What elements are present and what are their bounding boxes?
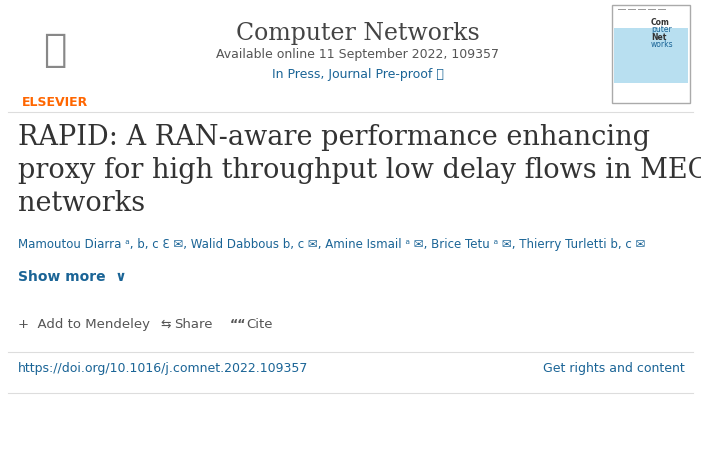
Text: Cite: Cite [246, 318, 273, 331]
Text: works: works [651, 40, 674, 49]
Bar [612, 5, 690, 103]
Text: Computer Networks: Computer Networks [236, 22, 480, 45]
Text: RAPID: A RAN-aware performance enhancing: RAPID: A RAN-aware performance enhancing [18, 124, 650, 151]
Text: ““: ““ [230, 318, 247, 331]
Text: puter: puter [651, 25, 672, 34]
Text: Com: Com [651, 18, 670, 27]
Text: networks: networks [18, 190, 145, 217]
Text: Show more  ∨: Show more ∨ [18, 270, 127, 284]
Text: +  Add to Mendeley: + Add to Mendeley [18, 318, 150, 331]
Text: Mamoutou Diarra ᵃ, b, c ℇ ✉, Walid Dabbous b, c ✉, Amine Ismail ᵃ ✉, Brice Tetu : Mamoutou Diarra ᵃ, b, c ℇ ✉, Walid Dabbo… [18, 238, 646, 251]
Text: ⇆: ⇆ [160, 318, 170, 331]
Text: Net: Net [651, 33, 667, 42]
Text: https://doi.org/10.1016/j.comnet.2022.109357: https://doi.org/10.1016/j.comnet.2022.10… [18, 362, 308, 375]
Text: Get rights and content: Get rights and content [543, 362, 685, 375]
Text: In Press, Journal Pre-proof ⓘ: In Press, Journal Pre-proof ⓘ [272, 68, 444, 81]
Text: 🌳: 🌳 [43, 31, 67, 69]
Text: Share: Share [174, 318, 212, 331]
Text: Available online 11 September 2022, 109357: Available online 11 September 2022, 1093… [217, 48, 500, 61]
Text: ELSEVIER: ELSEVIER [22, 96, 88, 109]
Bar [8, 5, 103, 88]
Text: proxy for high throughput low delay flows in MEC: proxy for high throughput low delay flow… [18, 157, 701, 184]
Bar [614, 28, 688, 83]
